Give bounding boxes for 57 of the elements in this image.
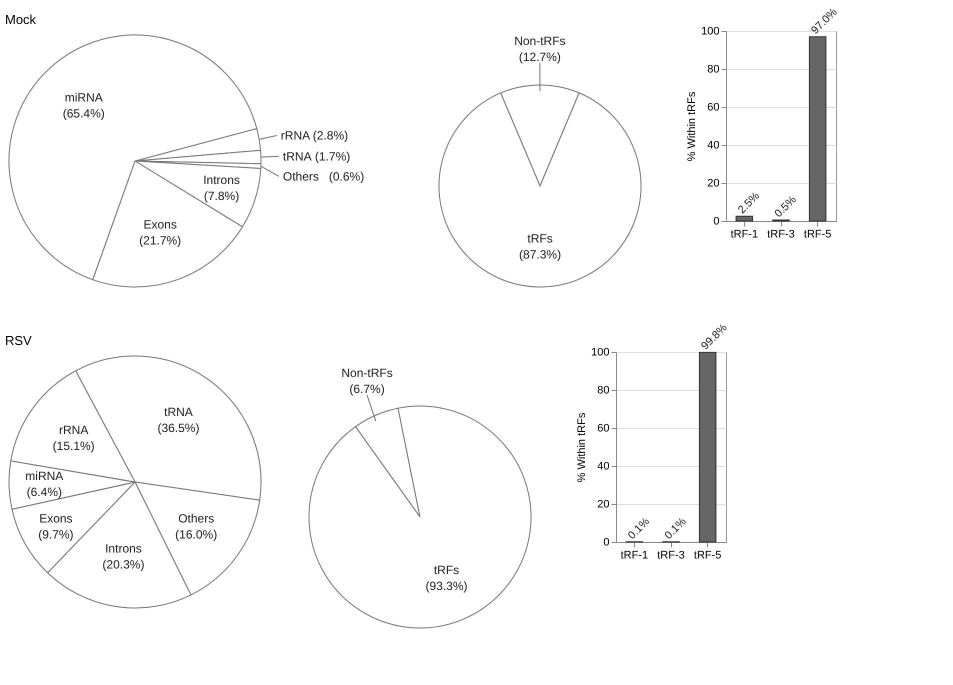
bar (808, 36, 826, 222)
x-tick-label: tRF-3 (657, 550, 685, 562)
slice-label: Exons (39, 511, 73, 526)
pie-slice (308, 406, 532, 628)
y-tick-label: 80 (597, 384, 610, 396)
data-label: (6.4%) (26, 485, 62, 500)
bar (736, 216, 754, 222)
chart-title: RSV (5, 333, 32, 348)
y-tick-label: 100 (591, 346, 610, 358)
slice-label: Exons (143, 217, 177, 232)
y-tick-label: 20 (597, 498, 610, 510)
y-axis-title: % Within tRFs (576, 412, 588, 482)
slice-label: Others (282, 169, 319, 184)
data-label: (36.5%) (157, 421, 200, 436)
slice-label: tRFs (527, 232, 553, 246)
y-tick-label: 80 (707, 64, 720, 76)
slice-label: Others (178, 511, 214, 526)
chart-title: Mock (5, 12, 37, 27)
x-tick-label: tRF-5 (804, 228, 832, 240)
slice-label: miRNA (64, 90, 103, 104)
slice-label: Introns (203, 173, 240, 188)
y-tick-label: 60 (707, 102, 720, 114)
slice-label: rRNA (280, 128, 310, 143)
x-tick-label: tRF-1 (620, 550, 648, 562)
data-label: (9.7%) (38, 527, 74, 542)
x-tick-label: tRF-1 (730, 228, 758, 240)
data-label: (1.7%) (314, 149, 350, 164)
y-tick-label: 40 (707, 140, 720, 152)
y-tick-label: 60 (597, 422, 610, 434)
x-tick-label: tRF-5 (694, 550, 722, 562)
slice-label: Introns (105, 542, 142, 556)
slice-label: tRNA (164, 405, 193, 420)
y-tick-label: 40 (597, 460, 610, 472)
data-label: (15.1%) (52, 438, 95, 453)
y-tick-label: 20 (707, 178, 720, 190)
data-label: (0.6%) (328, 169, 364, 184)
slice-label: rRNA (59, 422, 88, 437)
y-tick-label: 0 (713, 216, 720, 228)
slice-label: tRNA (282, 149, 312, 164)
slice-label: tRFs (434, 563, 460, 578)
data-label: (6.7%) (349, 382, 385, 396)
data-label: (12.7%) (518, 50, 561, 64)
y-axis-title: % Within tRFs (686, 91, 698, 162)
data-label: (20.3%) (102, 558, 144, 572)
slice-label: Non-tRFs (341, 366, 393, 380)
data-label: (65.4%) (62, 106, 105, 120)
y-tick-label: 100 (701, 26, 720, 38)
data-label: (2.8%) (312, 128, 348, 143)
x-tick-label: tRF-3 (767, 228, 795, 240)
data-label: (87.3%) (519, 248, 562, 262)
slice-label: miRNA (25, 469, 64, 484)
data-label: (7.8%) (204, 189, 240, 204)
data-label: (93.3%) (426, 579, 468, 594)
y-tick-label: 0 (603, 536, 610, 548)
data-label: (21.7%) (139, 233, 182, 248)
data-label: (16.0%) (175, 527, 218, 542)
slice-label: Non-tRFs (514, 34, 566, 48)
